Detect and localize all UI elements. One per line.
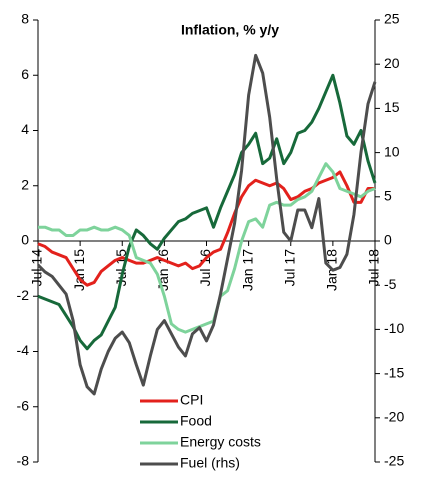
legend-bg bbox=[136, 413, 286, 431]
y2-tick-label: 20 bbox=[384, 55, 400, 71]
y2-tick-label: 15 bbox=[384, 99, 400, 115]
y2-tick-label: -25 bbox=[384, 453, 404, 469]
y2-tick-label: -20 bbox=[384, 409, 404, 425]
y2-tick-label: 10 bbox=[384, 143, 400, 159]
legend-label: Energy costs bbox=[180, 434, 261, 450]
y2-tick-label: 25 bbox=[384, 11, 400, 27]
series-line bbox=[38, 162, 376, 334]
x-tick-label: Jul 18 bbox=[366, 249, 382, 287]
y2-tick-label: -15 bbox=[384, 364, 404, 380]
legend-bg bbox=[136, 455, 286, 473]
chart-title: Inflation, % y/y bbox=[181, 22, 279, 38]
legend-label: Fuel (rhs) bbox=[180, 455, 240, 471]
y2-tick-label: 0 bbox=[384, 232, 392, 248]
x-tick-label: Jan 17 bbox=[239, 249, 255, 291]
y-tick-label: 2 bbox=[21, 176, 29, 192]
y-tick-label: 8 bbox=[21, 11, 29, 27]
y-tick-label: -4 bbox=[17, 342, 30, 358]
x-tick-label: Jan 16 bbox=[155, 249, 171, 291]
legend-label: Food bbox=[180, 413, 212, 429]
legend-label: CPI bbox=[180, 392, 203, 408]
x-tick-label: Jul 17 bbox=[281, 249, 297, 287]
y2-tick-label: -5 bbox=[384, 276, 397, 292]
y-tick-label: 4 bbox=[21, 121, 29, 137]
legend-bg bbox=[136, 392, 286, 410]
y-tick-label: -6 bbox=[17, 397, 30, 413]
series-line bbox=[37, 73, 377, 351]
y2-tick-label: -10 bbox=[384, 320, 404, 336]
x-tick-label: Jul 14 bbox=[29, 249, 45, 287]
y-tick-label: -2 bbox=[17, 287, 30, 303]
y-tick-label: -8 bbox=[17, 453, 30, 469]
x-tick-label: Jul 16 bbox=[197, 249, 213, 287]
series-line bbox=[36, 53, 377, 396]
legend-bg bbox=[136, 434, 286, 452]
series-line bbox=[37, 170, 375, 287]
y-tick-label: 6 bbox=[21, 66, 29, 82]
y2-tick-label: 5 bbox=[384, 188, 392, 204]
y-tick-label: 0 bbox=[21, 232, 29, 248]
